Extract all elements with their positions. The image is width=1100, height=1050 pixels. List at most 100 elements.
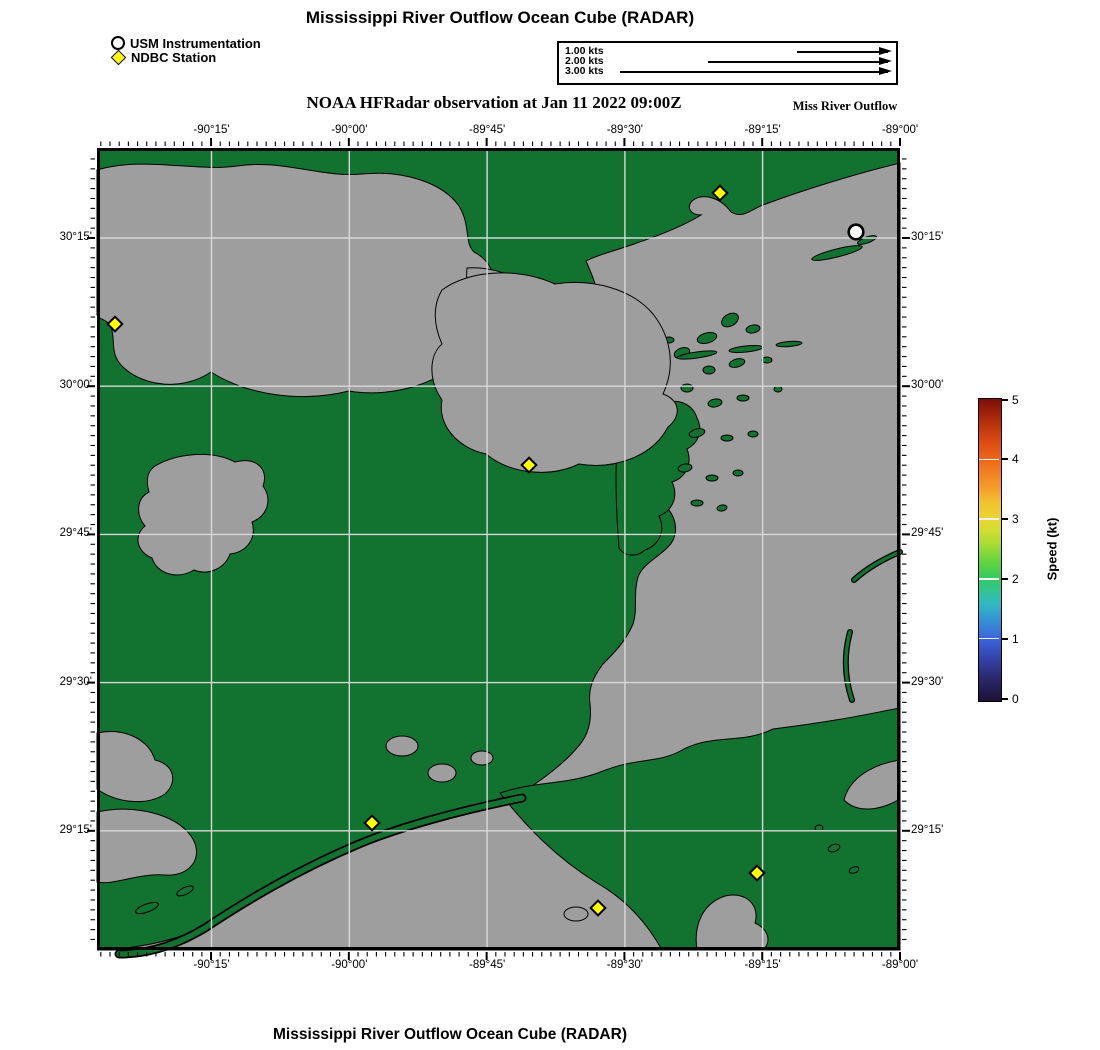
pond-water <box>427 763 457 783</box>
lon-axis-label-top: -89°30' <box>606 124 643 136</box>
lake-or-bay-water <box>96 808 197 884</box>
lon-axis-label-bottom: -89°30' <box>606 959 643 971</box>
marsh-islet <box>721 312 739 328</box>
lon-axis-label-bottom: -90°15' <box>193 959 230 971</box>
ndbc-station-marker <box>589 899 607 917</box>
speed-scale-row: 3.00 kts <box>559 66 896 77</box>
region-label: Miss River Outflow <box>792 99 898 113</box>
speed-arrow-shaft <box>797 51 888 53</box>
marsh-islet <box>745 324 761 334</box>
marsh-islet <box>705 474 719 482</box>
marsh-islet <box>761 356 773 364</box>
marsh-islet <box>720 434 734 442</box>
lat-axis-label-left: 29°15' <box>59 823 92 836</box>
marsh-land <box>499 707 901 951</box>
lat-axis-label-right: 30°00' <box>911 379 944 392</box>
pond-water <box>470 750 494 766</box>
legend-item-usm: USM Instrumentation <box>111 35 261 51</box>
legend-usm-label: USM Instrumentation <box>130 35 261 51</box>
marsh-islet <box>690 499 704 507</box>
ndbc-station-marker <box>106 315 124 333</box>
colorbar-tick-label: 0 <box>1012 691 1019 706</box>
usm-instrument-marker <box>847 223 865 241</box>
marsh-islet <box>732 469 744 477</box>
barrier-island <box>116 795 525 957</box>
marsh-islet <box>775 340 803 348</box>
lake-or-bay-water <box>96 731 174 803</box>
colorbar-tick-label: 4 <box>1012 452 1019 467</box>
marsh-islet <box>677 463 693 473</box>
lon-axis-label-top: -89°00' <box>881 124 919 136</box>
lon-axis-label-bottom: -89°15' <box>744 959 781 971</box>
marsh-islet <box>707 398 723 408</box>
lat-axis-label-right: 29°30' <box>911 675 944 688</box>
marsh-islet <box>716 504 728 512</box>
marsh-islet <box>728 358 746 368</box>
lon-axis-label-bottom: -90°00' <box>331 959 368 971</box>
ndbc-diamond-icon <box>110 49 127 66</box>
colorbar-tick-label: 3 <box>1012 512 1019 527</box>
marsh-islet <box>696 332 718 344</box>
barrier-island <box>843 630 854 702</box>
pond-water <box>563 906 589 922</box>
ndbc-station-marker <box>520 456 538 474</box>
barrier-island <box>852 550 902 582</box>
observation-subtitle: NOAA HFRadar observation at Jan 11 2022 … <box>306 93 682 112</box>
colorbar-gridline <box>979 637 999 640</box>
marsh-islet <box>688 428 706 438</box>
speed-scale-box: 1.00 kts 2.00 kts 3.00 kts <box>557 41 898 85</box>
lake-or-bay-water <box>695 894 769 951</box>
lon-axis-label-bottom: -89°00' <box>881 959 919 971</box>
speed-arrow-head <box>879 47 892 55</box>
colorbar-tick <box>1002 637 1008 640</box>
lon-axis-label-top: -90°00' <box>331 124 368 136</box>
lon-axis-label-top: -89°45' <box>468 124 506 136</box>
marsh-islet <box>680 383 694 393</box>
colorbar-gridline <box>979 578 999 580</box>
page-title: Mississippi River Outflow Ocean Cube (RA… <box>305 8 695 27</box>
speed-arrow-head <box>879 67 892 75</box>
lon-axis-label-top: -89°15' <box>744 124 781 136</box>
axis-ticks <box>87 138 910 960</box>
speed-scale-value: 2.00 kts <box>565 55 604 67</box>
lat-axis-label-left: 29°30' <box>59 675 92 688</box>
marsh-islet <box>747 430 759 438</box>
marsh-islet <box>176 885 194 897</box>
legend-item-ndbc: NDBC Station <box>110 49 217 66</box>
speed-arrow-head <box>879 57 892 65</box>
speed-colorbar <box>978 398 1002 702</box>
lat-axis-label-left: 29°45' <box>59 527 92 540</box>
colorbar-tick-label: 1 <box>1012 631 1019 646</box>
station-markers <box>106 184 865 917</box>
lat-axis-label-left: 30°00' <box>59 379 92 392</box>
pond-water <box>385 735 419 757</box>
marsh-islet <box>676 350 718 360</box>
lon-axis-label-bottom: -89°45' <box>468 959 506 971</box>
speed-arrow-shaft <box>620 71 888 73</box>
colorbar-gridline <box>979 518 999 520</box>
marsh-islet <box>811 245 863 261</box>
lat-axis-label-right: 29°45' <box>911 527 944 540</box>
colorbar-tick-label: 5 <box>1012 392 1019 407</box>
colorbar-tick <box>1002 458 1008 461</box>
marsh-islet <box>827 843 841 853</box>
lake-or-bay-water <box>431 272 678 473</box>
lat-axis-label-right: 29°15' <box>911 823 944 836</box>
map-canvas <box>87 138 910 960</box>
speed-scale-row: 2.00 kts <box>559 56 896 67</box>
map-svg <box>87 138 910 960</box>
usm-circle-icon <box>111 36 125 50</box>
colorbar-tick-label: 2 <box>1012 571 1019 586</box>
lake-or-bay-water <box>843 759 901 810</box>
colorbar-tick <box>1002 398 1008 401</box>
lon-axis-label-top: -90°15' <box>193 124 230 136</box>
footer-title: Mississippi River Outflow Ocean Cube (RA… <box>273 1026 627 1043</box>
speed-scale-row: 1.00 kts <box>559 46 896 57</box>
lat-axis-label-right: 30°15' <box>911 231 944 243</box>
ndbc-station-marker <box>748 864 766 882</box>
legend-ndbc-label: NDBC Station <box>131 49 217 65</box>
speed-scale-value: 1.00 kts <box>565 45 604 57</box>
ndbc-station-marker <box>711 184 729 202</box>
marsh-islet <box>848 866 860 874</box>
